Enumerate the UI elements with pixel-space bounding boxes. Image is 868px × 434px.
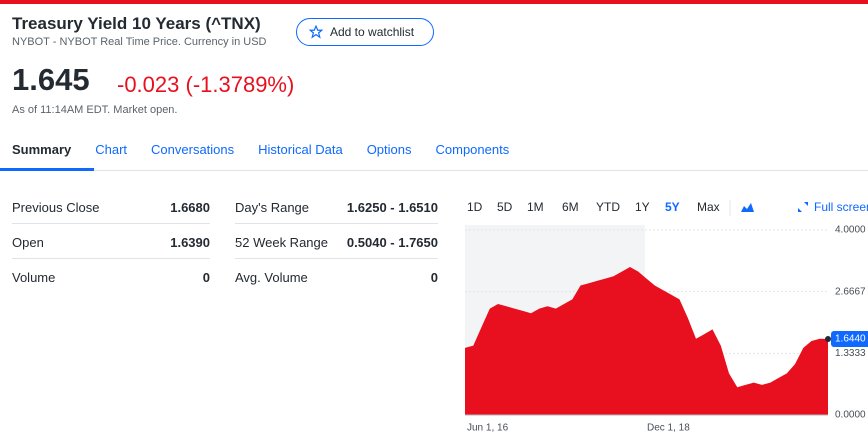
range-button[interactable]: Max — [697, 200, 720, 214]
subtitle: NYBOT - NYBOT Real Time Price. Currency … — [12, 36, 267, 48]
tab[interactable]: Options — [366, 142, 412, 157]
stat-label: Previous Close — [12, 200, 100, 215]
current-price-label: 1.6440 — [835, 334, 866, 345]
as-of: As of 11:14AM EDT. Market open. — [12, 104, 178, 116]
stat-value: 0 — [430, 270, 438, 285]
y-tick-label: 4.0000 — [835, 225, 866, 236]
stat-row: Previous Close 1.6680 Day's Range 1.6250 - … — [12, 190, 438, 225]
tab[interactable]: Chart — [95, 142, 128, 157]
title: Treasury Yield 10 Years (^TNX) — [12, 14, 261, 33]
chart-type-icon[interactable] — [741, 203, 754, 212]
watchlist-button[interactable]: Add to watchlist — [296, 18, 434, 46]
tab[interactable]: Historical Data — [258, 142, 343, 157]
tabs: Summary Chart Conversations Historical Data… — [12, 142, 533, 157]
stat-value: 1.6390 — [170, 235, 210, 250]
stat-label: Day's Range — [235, 200, 310, 215]
range-button[interactable]: 5D — [497, 200, 513, 214]
row-divider — [235, 258, 438, 259]
range-button[interactable]: 1Y — [635, 200, 650, 214]
full-screen[interactable]: Full screen — [814, 200, 868, 214]
y-tick-label: 1.3333 — [835, 348, 866, 359]
y-tick-label: 0.0000 — [835, 410, 866, 421]
stat-row: Open 1.6390 52 Week Range 0.5040 - 1.7650 — [12, 225, 438, 260]
row-divider — [235, 223, 438, 224]
stat-value: 0.5040 - 1.7650 — [346, 235, 438, 250]
tab[interactable]: Components — [435, 142, 510, 157]
x-tick-label: Dec 1, 18 — [647, 423, 690, 434]
stat-label: Open — [12, 235, 44, 250]
star-icon — [309, 25, 323, 39]
range-button[interactable]: YTD — [596, 200, 620, 214]
tab-underline — [0, 168, 94, 171]
range-button[interactable]: 1D — [467, 200, 483, 214]
stat-label: Avg. Volume — [235, 270, 308, 285]
stat-value: 1.6680 — [170, 200, 210, 215]
watchlist-label: Add to watchlist — [330, 25, 415, 39]
price-area — [465, 267, 828, 415]
stat-label: Volume — [12, 270, 56, 285]
current-price-tag — [831, 330, 868, 347]
current-price-dot — [825, 335, 831, 342]
tab-divider — [0, 170, 868, 171]
stat-label: 52 Week Range — [235, 235, 328, 250]
stat-value: 0 — [202, 270, 210, 285]
stat-value: 1.6250 - 1.6510 — [346, 200, 438, 215]
range-button[interactable]: 5Y — [665, 200, 680, 214]
stat-row: Volume 0 Avg. Volume 0 — [12, 260, 438, 295]
range-button[interactable]: 6M — [562, 200, 579, 214]
x-tick-label: Jun 1, 16 — [467, 423, 509, 434]
top-bar — [0, 0, 868, 4]
full-screen-icon[interactable] — [798, 202, 808, 212]
price-change: -0.023 (-1.3789%) — [117, 72, 295, 97]
row-divider — [12, 258, 210, 259]
y-tick-label: 2.6667 — [835, 286, 866, 297]
row-divider — [12, 223, 210, 224]
tab[interactable]: Summary — [12, 142, 72, 157]
price: 1.645 — [12, 62, 90, 97]
range-button[interactable]: 1M — [527, 200, 544, 214]
tab[interactable]: Conversations — [151, 142, 235, 157]
